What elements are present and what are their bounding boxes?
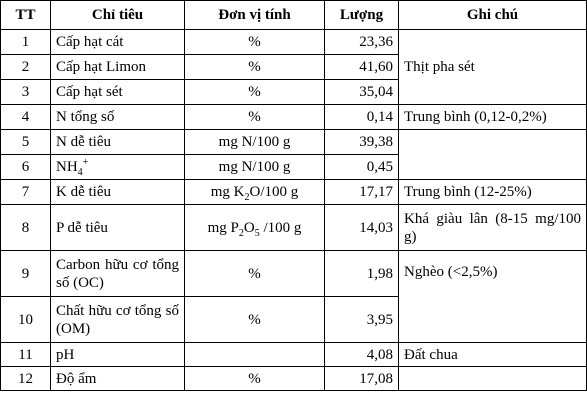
row-number: 10 bbox=[0, 296, 51, 343]
row-number: 4 bbox=[0, 104, 51, 130]
indicator-name: NH4+ bbox=[50, 154, 185, 180]
table-row: 3 Cấp hạt sét % 35,04 bbox=[0, 79, 587, 105]
indicator-name: Độ ẩm bbox=[50, 366, 185, 391]
amount-cell: 35,04 bbox=[324, 79, 399, 105]
indicator-name: P dễ tiêu bbox=[50, 204, 185, 251]
indicator-name: pH bbox=[50, 342, 185, 367]
note-cell: Trung bình (0,12-0,2%) bbox=[398, 104, 587, 130]
amount-cell: 1,98 bbox=[324, 250, 399, 297]
indicator-name: N dễ tiêu bbox=[50, 129, 185, 155]
note-cell bbox=[398, 366, 587, 391]
nh4-main: NH bbox=[56, 159, 78, 175]
amount-cell: 17,17 bbox=[324, 179, 399, 205]
table-row: 10 Chất hữu cơ tổng số (OM) % 3,95 bbox=[0, 296, 587, 343]
row-number: 9 bbox=[0, 250, 51, 297]
row-number: 6 bbox=[0, 154, 51, 180]
amount-cell: 3,95 bbox=[324, 296, 399, 343]
note-cell bbox=[398, 129, 587, 180]
row-number: 7 bbox=[0, 179, 51, 205]
header-note: Ghi chú bbox=[398, 0, 587, 30]
row-number: 1 bbox=[0, 29, 51, 55]
unit-cell: % bbox=[184, 54, 325, 80]
indicator-name: Cấp hạt cát bbox=[50, 29, 185, 55]
unit-cell: % bbox=[184, 250, 325, 297]
table-row: 5 N dễ tiêu mg N/100 g 39,38 bbox=[0, 129, 587, 180]
header-unit: Đơn vị tính bbox=[184, 0, 325, 30]
row-number: 2 bbox=[0, 54, 51, 80]
note-cell: Đất chua bbox=[398, 342, 587, 367]
header-tt: TT bbox=[0, 0, 51, 30]
row-number: 12 bbox=[0, 366, 51, 391]
nh4-subscript: 4 bbox=[77, 167, 83, 178]
row-number: 5 bbox=[0, 129, 51, 155]
table-row: 1 Cấp hạt cát % 23,36 Thịt pha sét bbox=[0, 29, 587, 105]
indicator-name: Chất hữu cơ tổng số (OM) bbox=[50, 296, 185, 343]
indicator-name: Cấp hạt Limon bbox=[50, 54, 185, 80]
unit-cell: % bbox=[184, 104, 325, 130]
indicator-name: Carbon hữu cơ tổng số (OC) bbox=[50, 250, 185, 297]
table-row: 11 pH 4,08 Đất chua bbox=[0, 342, 587, 367]
amount-cell: 4,08 bbox=[324, 342, 399, 367]
unit-cell: % bbox=[184, 366, 325, 391]
amount-cell: 41,60 bbox=[324, 54, 399, 80]
row-number: 11 bbox=[0, 342, 51, 367]
table-row: 8 P dễ tiêu mg P2O5 /100 g 14,03 Khá già… bbox=[0, 204, 587, 251]
header-indicator: Chỉ tiêu bbox=[50, 0, 185, 30]
row-number: 8 bbox=[0, 204, 51, 251]
amount-cell: 23,36 bbox=[324, 29, 399, 55]
table-row: 12 Độ ẩm % 17,08 bbox=[0, 366, 587, 391]
nh4-superscript: + bbox=[82, 157, 89, 168]
unit-cell: % bbox=[184, 296, 325, 343]
table-row: 9 Carbon hữu cơ tổng số (OC) % 1,98 Nghè… bbox=[0, 250, 587, 343]
table-row: 6 NH4+ mg N/100 g 0,45 bbox=[0, 154, 587, 180]
amount-cell: 0,14 bbox=[324, 104, 399, 130]
amount-cell: 17,08 bbox=[324, 366, 399, 391]
indicator-name: K dễ tiêu bbox=[50, 179, 185, 205]
table-row: 7 K dễ tiêu mg K2O/100 g 17,17 Trung bìn… bbox=[0, 179, 587, 205]
row-number: 3 bbox=[0, 79, 51, 105]
note-cell: Trung bình (12-25%) bbox=[398, 179, 587, 205]
unit-cell: mg N/100 g bbox=[184, 129, 325, 155]
header-row: TT Chỉ tiêu Đơn vị tính Lượng Ghi chú bbox=[0, 0, 587, 30]
indicator-name: Cấp hạt sét bbox=[50, 79, 185, 105]
unit-cell: mg N/100 g bbox=[184, 154, 325, 180]
unit-cell: % bbox=[184, 29, 325, 55]
table-row: 4 N tổng số % 0,14 Trung bình (0,12-0,2%… bbox=[0, 104, 587, 130]
amount-cell: 0,45 bbox=[324, 154, 399, 180]
note-cell: Nghèo (<2,5%) bbox=[398, 250, 587, 343]
soil-analysis-table: TT Chỉ tiêu Đơn vị tính Lượng Ghi chú 1 … bbox=[0, 0, 587, 391]
amount-cell: 14,03 bbox=[324, 204, 399, 251]
note-cell: Thịt pha sét bbox=[398, 29, 587, 105]
unit-cell bbox=[184, 342, 325, 367]
unit-cell: mg P2O5 /100 g bbox=[184, 204, 325, 251]
unit-cell: mg K2O/100 g bbox=[184, 179, 325, 205]
amount-cell: 39,38 bbox=[324, 129, 399, 155]
indicator-name: N tổng số bbox=[50, 104, 185, 130]
note-cell: Khá giàu lân (8-15 mg/100 g) bbox=[398, 204, 587, 251]
header-amount: Lượng bbox=[324, 0, 399, 30]
unit-cell: % bbox=[184, 79, 325, 105]
